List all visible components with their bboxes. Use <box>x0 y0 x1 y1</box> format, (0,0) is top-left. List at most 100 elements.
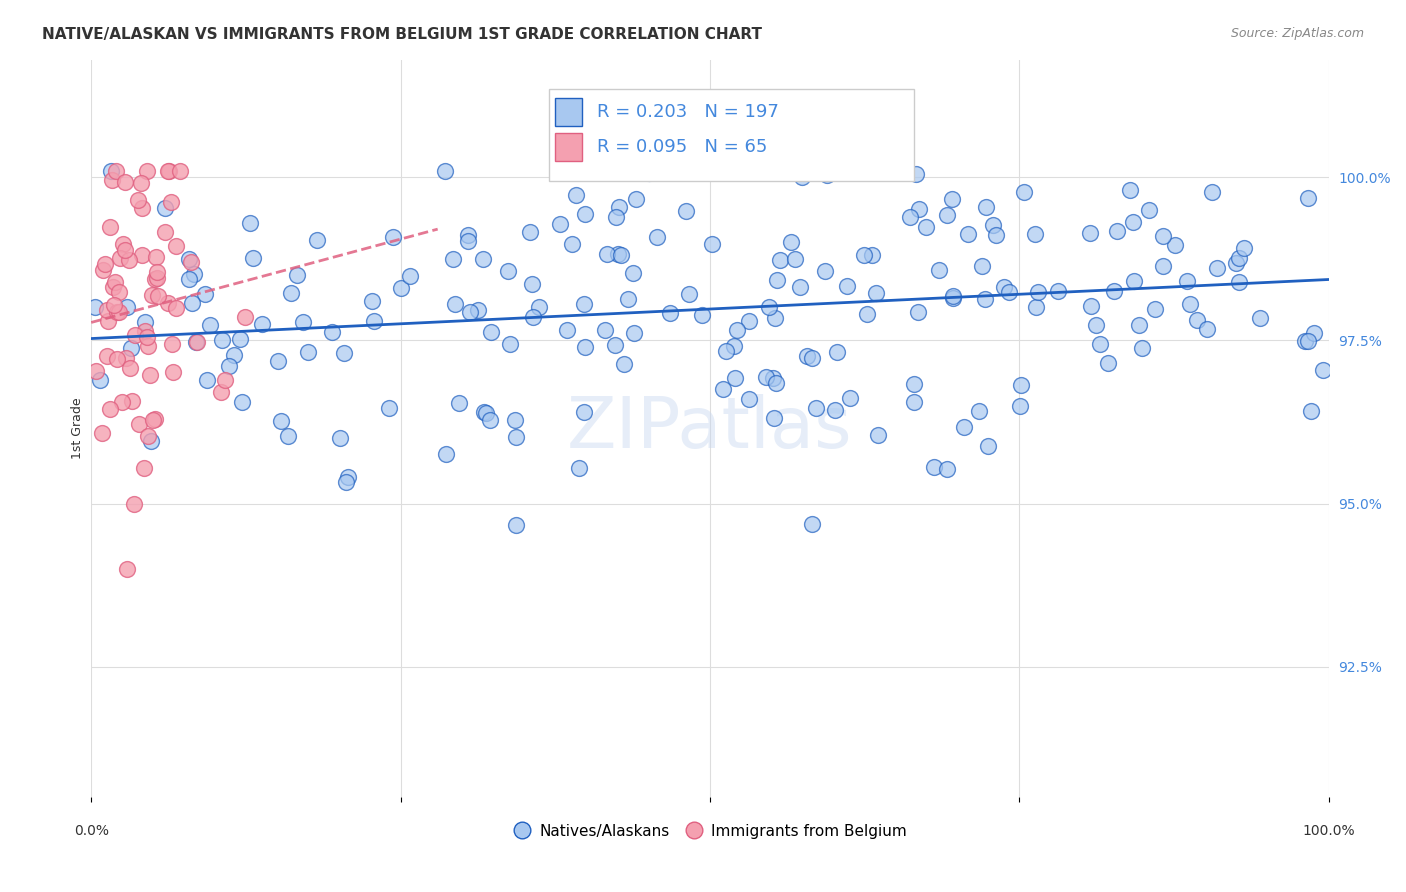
Point <box>141 288 163 302</box>
Point <box>561 236 583 251</box>
Point <box>1010 399 1032 413</box>
Point <box>1102 284 1125 298</box>
Y-axis label: 1st Grade: 1st Grade <box>72 398 84 459</box>
Point <box>993 280 1015 294</box>
Point <box>1122 274 1144 288</box>
Text: R = 0.203   N = 197: R = 0.203 N = 197 <box>598 103 779 121</box>
Point <box>952 419 974 434</box>
Point <box>118 360 141 375</box>
Point <box>942 288 965 302</box>
Point <box>714 343 737 358</box>
Point <box>763 311 786 326</box>
Point <box>1175 274 1198 288</box>
Point <box>790 169 813 184</box>
Point <box>572 405 595 419</box>
Point <box>165 239 187 253</box>
Point <box>970 259 993 273</box>
Point <box>905 167 928 181</box>
Point <box>239 216 262 230</box>
Point <box>114 176 136 190</box>
Point <box>252 317 274 331</box>
Point <box>1026 285 1049 299</box>
Point <box>1097 356 1119 370</box>
Point <box>519 225 541 239</box>
Point <box>755 369 778 384</box>
Point <box>779 163 801 178</box>
Point <box>146 271 169 285</box>
Point <box>479 325 502 339</box>
Point <box>478 412 501 426</box>
Point <box>1152 259 1174 273</box>
Point <box>780 235 803 249</box>
Text: Source: ZipAtlas.com: Source: ZipAtlas.com <box>1230 27 1364 40</box>
Point <box>1206 260 1229 275</box>
Point <box>162 366 184 380</box>
Point <box>527 300 550 314</box>
Point <box>1128 318 1150 332</box>
Point <box>1303 326 1326 340</box>
Text: ZIPatlas: ZIPatlas <box>567 394 852 463</box>
Point <box>180 254 202 268</box>
Point <box>143 272 166 286</box>
Point <box>179 252 201 267</box>
Point <box>129 176 152 190</box>
Point <box>98 402 121 417</box>
Point <box>976 200 998 214</box>
Point <box>814 264 837 278</box>
Point <box>711 382 734 396</box>
Point <box>725 323 748 337</box>
Point <box>678 287 700 301</box>
Point <box>1249 310 1271 325</box>
Point <box>103 280 125 294</box>
Point <box>769 252 792 267</box>
Point <box>827 344 849 359</box>
Point <box>297 345 319 359</box>
Point <box>474 406 496 420</box>
Point <box>179 272 201 286</box>
Point <box>121 393 143 408</box>
Point <box>198 318 221 332</box>
Point <box>936 462 959 476</box>
Point <box>762 411 785 425</box>
Point <box>242 252 264 266</box>
Point <box>231 395 253 409</box>
Point <box>505 430 527 444</box>
Point <box>321 325 343 339</box>
Point <box>1178 297 1201 311</box>
Point <box>1046 285 1069 299</box>
Point <box>157 163 180 178</box>
Point <box>1185 313 1208 327</box>
Point <box>104 275 127 289</box>
Point <box>229 332 252 346</box>
Point <box>277 429 299 443</box>
Point <box>142 413 165 427</box>
Point <box>998 285 1021 299</box>
Point <box>83 301 105 315</box>
Point <box>472 404 495 418</box>
Point <box>903 395 925 409</box>
Point <box>122 497 145 511</box>
Point <box>903 377 925 392</box>
Point <box>105 304 128 318</box>
Point <box>100 163 122 178</box>
Point <box>796 349 818 363</box>
Point <box>1298 334 1320 348</box>
Point <box>574 340 596 354</box>
Point <box>758 301 780 315</box>
Point <box>907 305 929 319</box>
Point <box>557 323 579 337</box>
Text: R = 0.095   N = 65: R = 0.095 N = 65 <box>598 138 768 156</box>
Point <box>983 219 1005 233</box>
Point <box>915 219 938 234</box>
Point <box>623 326 645 340</box>
Point <box>613 357 636 371</box>
Point <box>605 210 627 224</box>
Point <box>169 163 191 178</box>
Point <box>467 302 489 317</box>
Point <box>378 401 401 415</box>
Point <box>108 285 131 299</box>
Point <box>267 354 290 368</box>
Point <box>603 337 626 351</box>
Point <box>928 262 950 277</box>
Point <box>134 324 156 338</box>
